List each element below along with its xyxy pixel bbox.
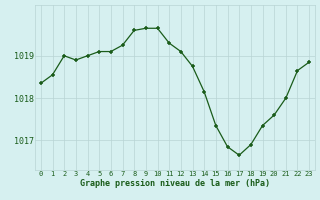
X-axis label: Graphe pression niveau de la mer (hPa): Graphe pression niveau de la mer (hPa)	[80, 179, 270, 188]
